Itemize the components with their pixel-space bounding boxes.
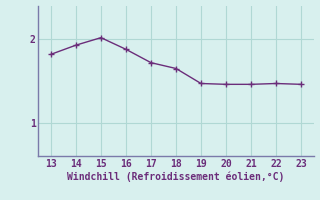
X-axis label: Windchill (Refroidissement éolien,°C): Windchill (Refroidissement éolien,°C) [67, 172, 285, 182]
